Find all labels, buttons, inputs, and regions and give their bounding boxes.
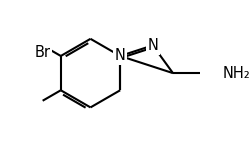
Text: Br: Br bbox=[35, 45, 50, 61]
Text: N: N bbox=[114, 48, 125, 63]
Text: NH₂: NH₂ bbox=[222, 66, 249, 81]
Text: N: N bbox=[147, 38, 158, 53]
Text: N: N bbox=[114, 48, 125, 63]
